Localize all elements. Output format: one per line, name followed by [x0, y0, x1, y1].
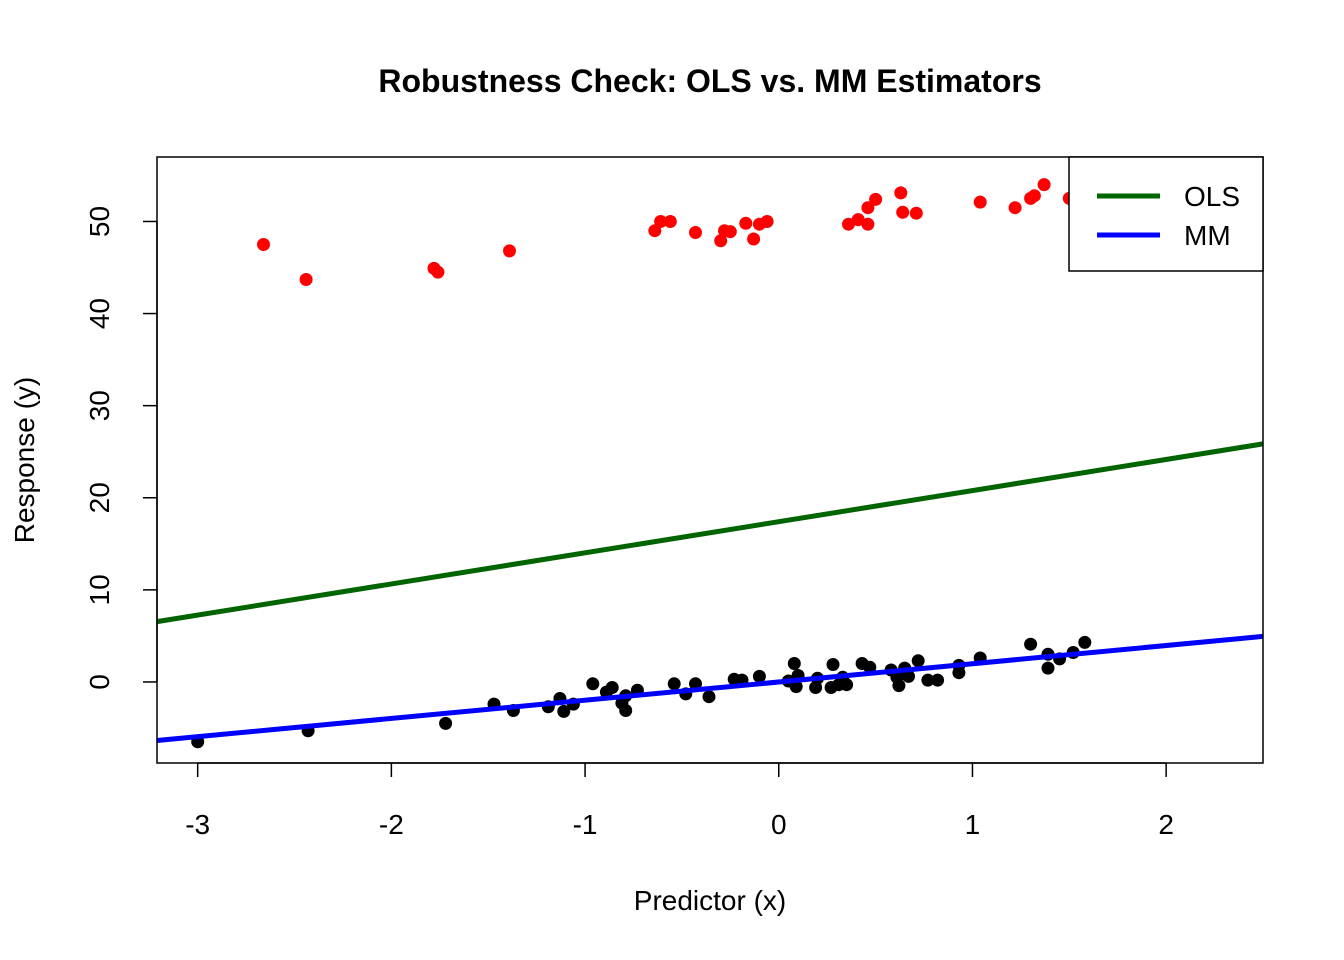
data-point	[789, 680, 803, 694]
data-point	[902, 669, 915, 683]
data-point	[973, 195, 987, 209]
data-point	[863, 660, 877, 674]
data-point	[503, 244, 516, 258]
data-point	[861, 217, 875, 231]
data-point	[1037, 178, 1051, 192]
y-tick-label: 10	[84, 574, 115, 605]
data-point	[842, 217, 855, 231]
x-tick-label: 0	[771, 809, 787, 840]
y-tick-label: 0	[84, 674, 115, 690]
data-point	[892, 679, 906, 693]
point-series-1	[257, 178, 1076, 286]
data-point	[1024, 637, 1038, 651]
x-axis-label: Predictor (x)	[634, 885, 786, 916]
data-point	[894, 186, 908, 200]
legend-label-mm: MM	[1184, 220, 1231, 251]
data-point	[586, 677, 600, 691]
data-point	[689, 226, 702, 239]
x-tick-label: 1	[965, 809, 981, 840]
data-point	[840, 678, 854, 692]
data-point	[760, 215, 774, 228]
data-point	[1078, 635, 1092, 649]
data-point	[1027, 189, 1041, 203]
x-tick-label: -2	[379, 809, 404, 840]
data-point	[851, 213, 865, 227]
legend: OLS MM	[1068, 156, 1264, 272]
data-point	[702, 690, 716, 704]
data-point	[1008, 201, 1022, 215]
data-point	[667, 677, 681, 691]
fit-line-mm	[156, 633, 1264, 743]
y-axis-label: Response (y)	[9, 377, 40, 544]
data-point	[257, 238, 270, 251]
y-tick-label: 50	[84, 206, 115, 237]
data-point	[826, 658, 840, 671]
data-point	[896, 205, 910, 219]
data-point	[931, 673, 945, 687]
data-point	[439, 716, 453, 730]
data-point	[714, 234, 728, 248]
data-point	[1041, 661, 1055, 675]
data-point	[654, 215, 668, 228]
data-point	[605, 681, 619, 694]
data-point	[787, 657, 801, 670]
y-tick-label: 30	[84, 390, 115, 421]
plot-frame	[156, 156, 1264, 764]
legend-label-ols: OLS	[1184, 181, 1240, 212]
fit-line-ols	[156, 441, 1264, 625]
data-point	[909, 206, 923, 220]
plot-area	[156, 178, 1264, 749]
x-tick-label: -3	[185, 809, 210, 840]
x-tick-label: -1	[573, 809, 598, 840]
data-point	[911, 654, 925, 668]
data-point	[739, 216, 753, 230]
y-tick-label: 40	[84, 298, 115, 329]
data-point	[747, 232, 761, 246]
legend-box	[1068, 156, 1264, 272]
data-point	[869, 192, 883, 206]
data-point	[619, 704, 633, 717]
point-series-0	[191, 635, 1092, 749]
data-point	[557, 704, 571, 718]
data-point	[952, 666, 966, 680]
data-point	[723, 225, 737, 239]
x-tick-label: 2	[1158, 809, 1174, 840]
chart-title: Robustness Check: OLS vs. MM Estimators	[378, 63, 1041, 99]
y-tick-label: 20	[84, 482, 115, 513]
data-point	[752, 669, 766, 683]
data-point	[299, 273, 313, 286]
data-point	[663, 215, 677, 228]
data-point	[431, 265, 445, 279]
data-point	[921, 673, 935, 687]
data-point	[861, 201, 875, 215]
